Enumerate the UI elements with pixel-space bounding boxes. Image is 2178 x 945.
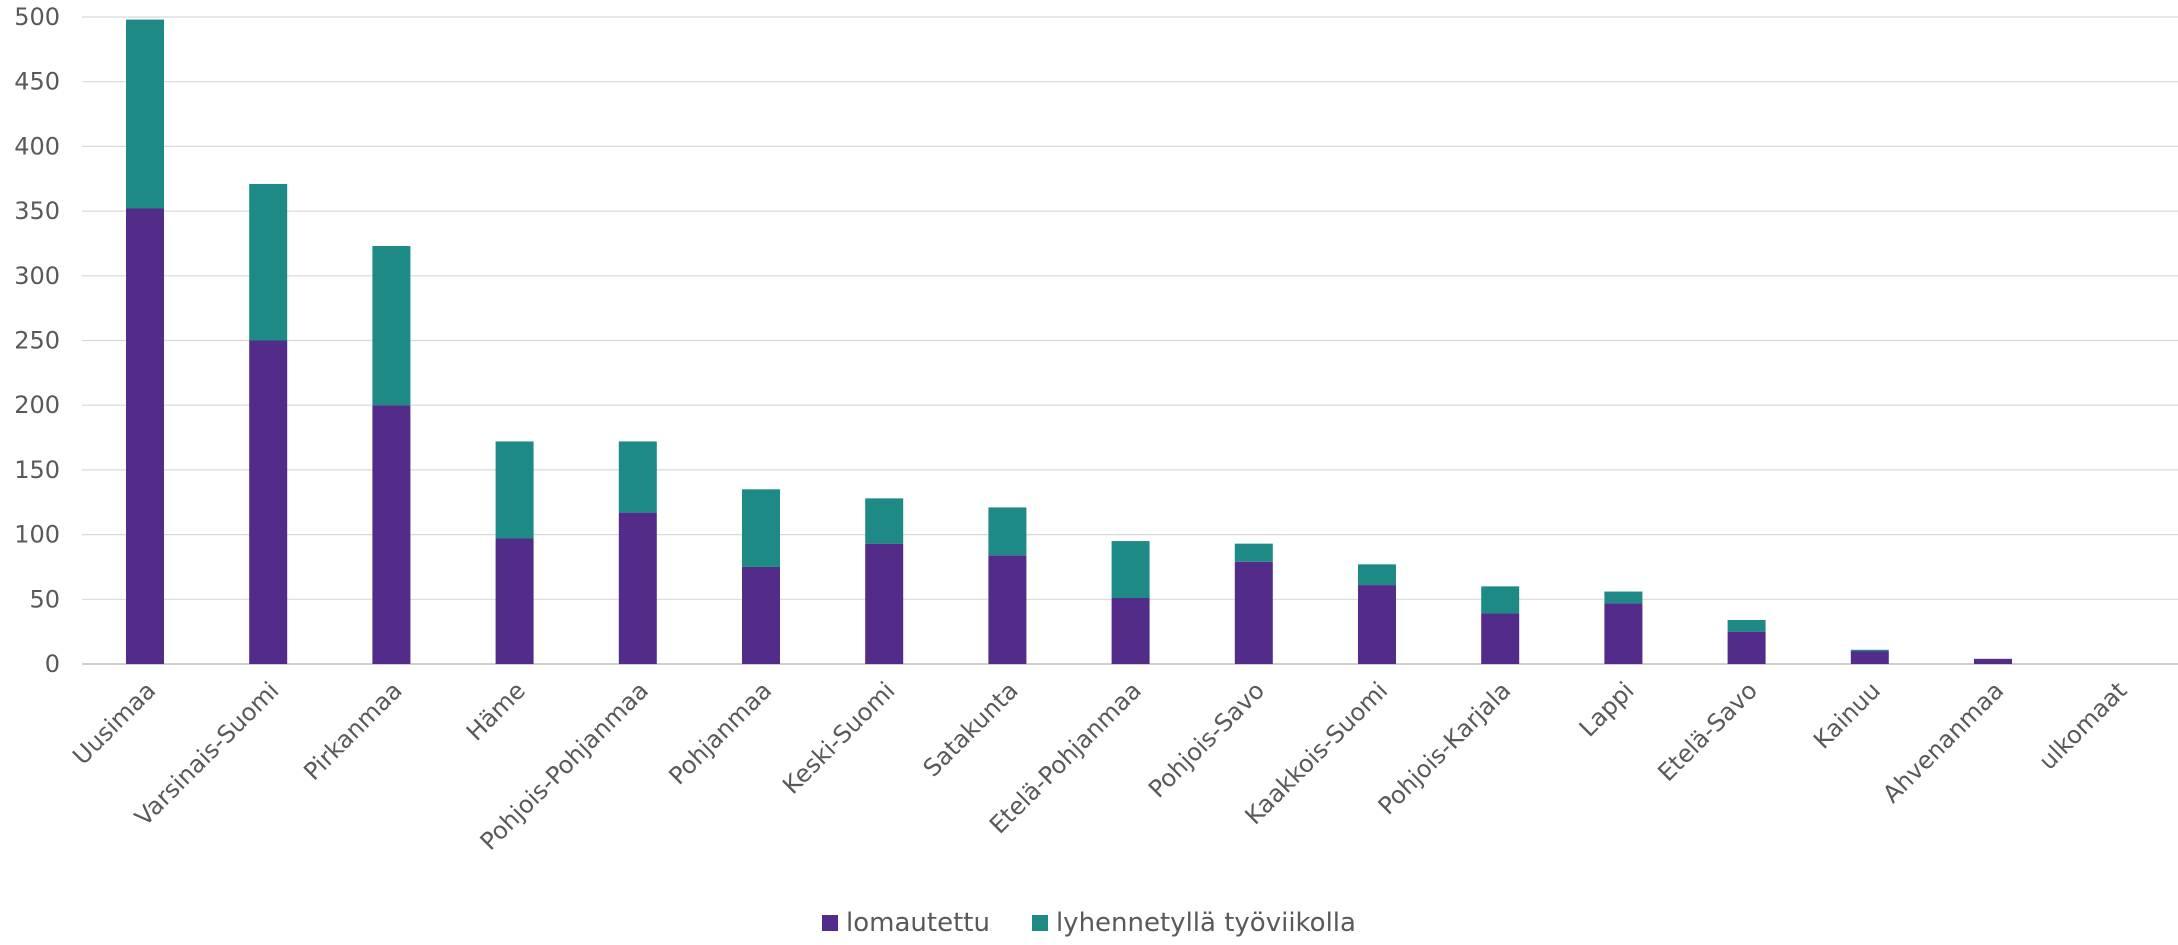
x-tick-label: Häme bbox=[461, 676, 531, 746]
y-tick-label: 350 bbox=[14, 197, 60, 225]
bar-series-0 bbox=[249, 340, 288, 664]
bar-series-1 bbox=[495, 441, 534, 539]
y-tick-label: 400 bbox=[14, 132, 60, 160]
bar-series-0 bbox=[865, 543, 904, 664]
bars bbox=[126, 19, 2012, 664]
bar-series-1 bbox=[126, 19, 164, 209]
y-tick-label: 150 bbox=[14, 456, 60, 484]
x-tick-label: Ahvenanmaa bbox=[1877, 676, 2009, 808]
x-tick-label: Satakunta bbox=[918, 676, 1024, 782]
bar-series-1 bbox=[1111, 541, 1150, 599]
x-tick-label: Pohjois-Karjala bbox=[1373, 676, 1517, 820]
bar-series-1 bbox=[865, 498, 904, 544]
gridlines bbox=[82, 16, 2178, 665]
y-axis-tick-labels: 0 50 100 150 200 250 300 350 400 450 500 bbox=[14, 3, 60, 678]
legend: lomautettu lyhennetyllä työviikolla bbox=[0, 908, 2178, 938]
bar-series-0 bbox=[1850, 651, 1889, 664]
y-tick-label: 50 bbox=[29, 585, 60, 613]
bar-series-1 bbox=[1481, 586, 1520, 614]
y-tick-label: 0 bbox=[45, 650, 60, 678]
y-tick-label: 450 bbox=[14, 68, 60, 96]
bar-series-0 bbox=[618, 512, 657, 664]
x-tick-label: Pohjanmaa bbox=[663, 676, 777, 790]
bar-series-0 bbox=[1234, 561, 1273, 664]
x-tick-label: Kainuu bbox=[1808, 676, 1886, 754]
bar-series-1 bbox=[1234, 543, 1273, 562]
y-tick-label: 250 bbox=[14, 327, 60, 355]
bar-series-1 bbox=[1604, 591, 1643, 604]
bar-series-0 bbox=[1604, 603, 1643, 664]
bar-series-1 bbox=[1358, 564, 1396, 586]
bar-series-1 bbox=[249, 183, 288, 341]
bar-series-0 bbox=[742, 566, 780, 664]
x-tick-label: Etelä-Savo bbox=[1652, 676, 1762, 786]
bar-series-0 bbox=[1974, 658, 2012, 664]
bar-series-1 bbox=[742, 489, 780, 567]
legend-item-series-0: lomautettu bbox=[822, 908, 990, 938]
legend-swatch-series-1 bbox=[1031, 915, 1048, 931]
bar-series-0 bbox=[988, 555, 1027, 664]
bar-series-0 bbox=[1727, 631, 1766, 664]
y-tick-label: 200 bbox=[14, 391, 60, 419]
legend-label-series-0: lomautettu bbox=[846, 908, 990, 938]
x-tick-label: Keski-Suomi bbox=[777, 676, 900, 799]
x-tick-label: ulkomaat bbox=[2034, 676, 2133, 775]
bar-series-1 bbox=[618, 441, 657, 513]
bar-series-0 bbox=[372, 405, 411, 664]
bar-series-0 bbox=[1481, 613, 1520, 664]
bar-series-0 bbox=[1111, 598, 1150, 664]
bar-series-1 bbox=[372, 246, 411, 406]
x-tick-label: Lappi bbox=[1574, 676, 1640, 742]
bar-series-0 bbox=[126, 208, 164, 664]
bar-series-0 bbox=[495, 538, 534, 664]
y-tick-label: 500 bbox=[14, 3, 60, 31]
bar-series-1 bbox=[1727, 620, 1766, 632]
y-tick-label: 100 bbox=[14, 521, 60, 549]
x-tick-label: Uusimaa bbox=[67, 676, 161, 770]
y-tick-label: 300 bbox=[14, 262, 60, 290]
x-tick-label: Pirkanmaa bbox=[298, 676, 407, 785]
legend-item-series-1: lyhennetyllä työviikolla bbox=[1031, 908, 1356, 938]
legend-swatch-series-0 bbox=[822, 915, 839, 931]
bar-series-1 bbox=[1850, 649, 1889, 652]
legend-label-series-1: lyhennetyllä työviikolla bbox=[1055, 908, 1356, 938]
bar-series-1 bbox=[988, 507, 1027, 556]
x-tick-label: Pohjois-Savo bbox=[1143, 676, 1270, 803]
bar-series-0 bbox=[1358, 585, 1396, 664]
